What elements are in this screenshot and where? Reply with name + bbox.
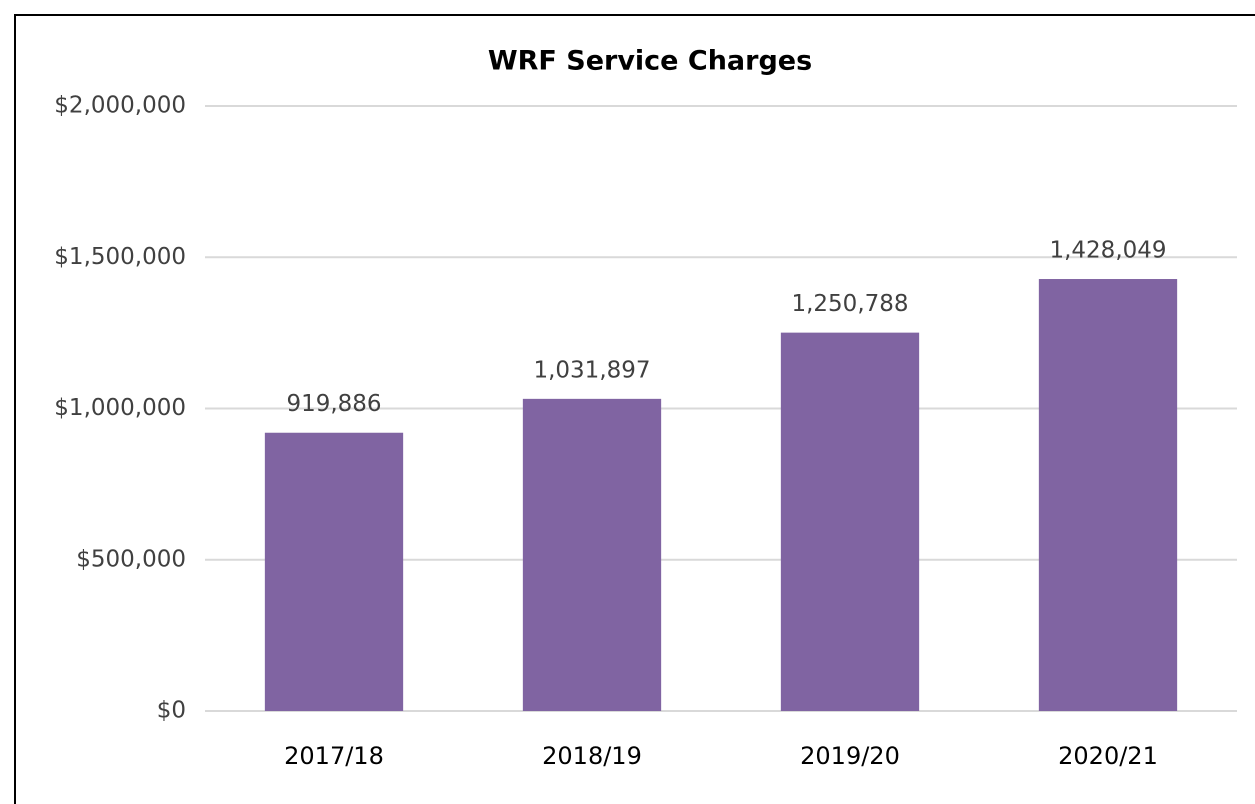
x-tick-label: 2020/21 xyxy=(1058,742,1158,770)
y-tick-label: $1,000,000 xyxy=(54,395,186,421)
data-label: 919,886 xyxy=(286,391,381,417)
data-label: 1,031,897 xyxy=(533,357,650,383)
x-tick-label: 2019/20 xyxy=(800,742,900,770)
bar xyxy=(780,332,920,711)
x-tick-label: 2017/18 xyxy=(284,742,384,770)
y-tick-label: $2,000,000 xyxy=(54,93,186,119)
data-label: 1,250,788 xyxy=(791,291,908,317)
y-tick-label: $0 xyxy=(157,698,186,724)
data-label: 1,428,049 xyxy=(1049,238,1166,264)
bar xyxy=(264,432,404,711)
x-tick-label: 2018/19 xyxy=(542,742,642,770)
y-tick-label: $500,000 xyxy=(76,546,186,572)
bar xyxy=(522,398,662,711)
y-tick-label: $1,500,000 xyxy=(54,244,186,270)
bar xyxy=(1038,279,1178,711)
chart-title: WRF Service Charges xyxy=(488,46,812,77)
chart-border xyxy=(14,14,1255,804)
